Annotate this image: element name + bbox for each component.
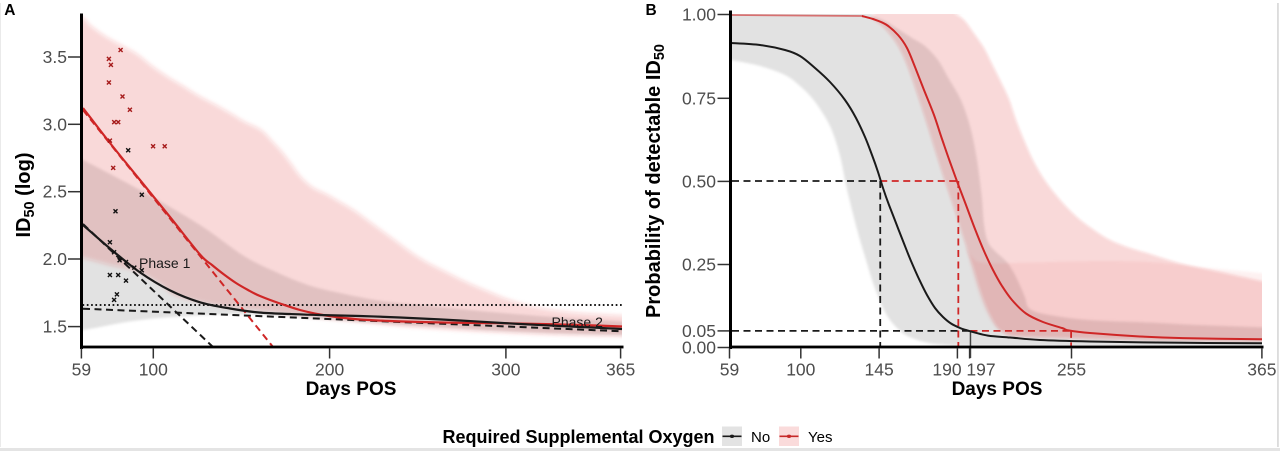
svg-text:100: 100 — [139, 360, 168, 380]
svg-text:1.00: 1.00 — [682, 5, 716, 25]
svg-text:300: 300 — [491, 360, 520, 380]
svg-text:0.25: 0.25 — [682, 255, 716, 275]
svg-text:Required Supplemental Oxygen: Required Supplemental Oxygen — [443, 427, 715, 447]
svg-text:A: A — [4, 2, 15, 19]
svg-text:No: No — [751, 429, 770, 446]
svg-text:0.75: 0.75 — [682, 88, 716, 108]
svg-text:190: 190 — [932, 360, 961, 380]
svg-text:Phase 2: Phase 2 — [552, 314, 604, 330]
svg-text:255: 255 — [1057, 360, 1086, 380]
svg-text:Yes: Yes — [808, 429, 832, 446]
svg-text:100: 100 — [786, 360, 815, 380]
svg-text:Probability of detectable ID50: Probability of detectable ID50 — [643, 44, 668, 318]
svg-text:2.0: 2.0 — [43, 249, 68, 269]
svg-text:59: 59 — [720, 360, 739, 380]
svg-text:2.5: 2.5 — [43, 182, 67, 202]
svg-text:145: 145 — [864, 360, 893, 380]
svg-text:3.0: 3.0 — [43, 114, 68, 134]
svg-text:3.5: 3.5 — [43, 47, 67, 67]
svg-text:0.05: 0.05 — [682, 321, 716, 341]
svg-text:Days POS: Days POS — [306, 379, 397, 400]
svg-text:200: 200 — [315, 360, 344, 380]
svg-text:0.50: 0.50 — [682, 171, 716, 191]
svg-text:59: 59 — [72, 360, 91, 380]
svg-text:B: B — [646, 2, 657, 19]
svg-text:ID50 (log): ID50 (log) — [13, 152, 38, 237]
svg-text:Phase 1: Phase 1 — [139, 255, 191, 271]
svg-text:Days POS: Days POS — [952, 379, 1043, 400]
svg-text:1.5: 1.5 — [43, 317, 67, 337]
svg-text:365: 365 — [1247, 360, 1276, 380]
svg-text:0.00: 0.00 — [682, 338, 716, 358]
svg-text:197: 197 — [966, 360, 995, 380]
svg-text:365: 365 — [606, 360, 635, 380]
